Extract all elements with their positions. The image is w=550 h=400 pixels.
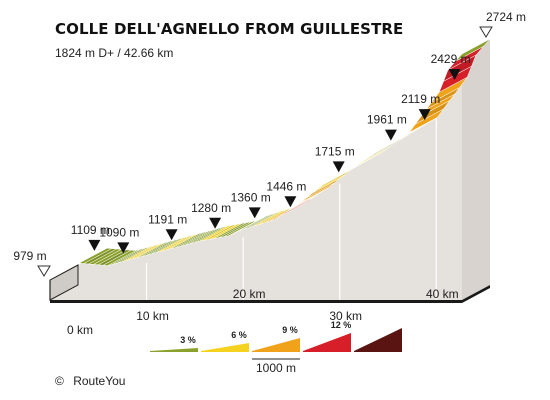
waypoint-label: 1446 m (266, 179, 306, 193)
credit-line: © RouteYou (55, 374, 125, 388)
x-tick-label: 0 km (67, 323, 93, 337)
profile-face (50, 54, 462, 300)
waypoint-label: 1715 m (315, 144, 355, 158)
copyright-icon: © (55, 374, 64, 388)
legend-swatch (354, 328, 402, 352)
waypoint-marker-hollow (37, 265, 51, 277)
waypoint-marker (332, 161, 345, 173)
waypoint-label: 2724 m (486, 10, 526, 24)
gradient-segment (455, 38, 491, 62)
x-tick-label: 40 km (426, 287, 459, 301)
chart-subtitle: 1824 m D+ / 42.66 km (55, 46, 174, 60)
x-tick-label: 20 km (233, 287, 266, 301)
waypoint-label: 1280 m (191, 201, 231, 215)
legend-label: 12 % (331, 320, 352, 330)
legend-swatch (303, 333, 351, 352)
waypoint-marker (248, 207, 261, 219)
waypoint-marker (284, 196, 297, 208)
waypoint-marker (384, 129, 397, 141)
waypoint-marker (418, 109, 431, 121)
waypoint-marker (117, 242, 130, 254)
waypoint-label: 1360 m (231, 190, 271, 204)
waypoint-marker (165, 229, 178, 241)
waypoint-marker (209, 217, 222, 229)
waypoint-label: 2429 m (431, 52, 471, 66)
legend-swatch (252, 338, 300, 352)
profile-base (50, 285, 490, 303)
legend-swatch (150, 348, 198, 352)
waypoint-marker (448, 69, 461, 80)
waypoint-label: 1191 m (148, 212, 187, 226)
legend-label: 3 % (180, 335, 196, 345)
x-tick-label: 10 km (136, 309, 169, 323)
waypoint-label: 979 m (13, 249, 46, 263)
waypoint-label: 1961 m (367, 113, 407, 127)
waypoint-marker-hollow (479, 26, 493, 38)
legend-label: 6 % (231, 330, 247, 340)
x-tick-label: 30 km (329, 309, 362, 323)
profile-end-face (462, 39, 490, 300)
legend-label: 9 % (282, 325, 298, 335)
waypoint-label: 1090 m (99, 225, 139, 239)
waypoint-marker (88, 239, 101, 251)
waypoint-label: 1109 m (71, 223, 110, 237)
credit-text: RouteYou (73, 374, 126, 388)
legend-scale-label: 1000 m (256, 361, 296, 375)
chart-title: COLLE DELL'AGNELLO FROM GUILLESTRE (55, 20, 404, 38)
waypoint-label: 2119 m (401, 92, 440, 106)
legend-swatch (201, 343, 249, 352)
